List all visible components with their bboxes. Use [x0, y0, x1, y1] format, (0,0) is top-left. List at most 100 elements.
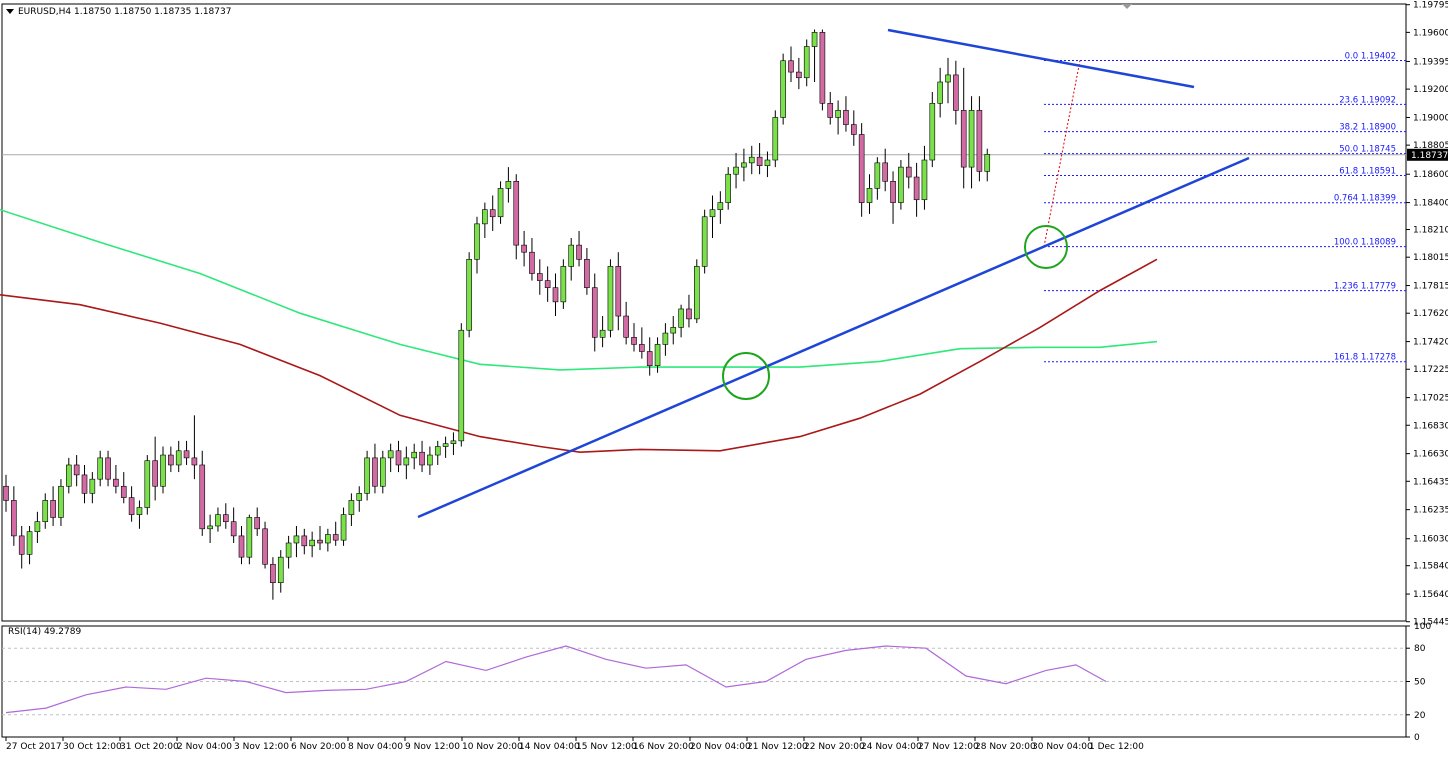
candle [160, 446, 166, 494]
candle [976, 96, 983, 182]
candle [340, 507, 347, 546]
candle [458, 323, 465, 447]
candle [544, 266, 551, 302]
candle [678, 304, 684, 338]
candle [670, 316, 677, 345]
y-tick-label: 1.16435 [1413, 477, 1448, 487]
y-tick-label: 1.17025 [1413, 394, 1448, 404]
candle [607, 259, 614, 338]
ma-red-line [0, 258, 1158, 454]
y-tick-label: 1.16235 [1413, 506, 1448, 516]
y-tick-label: 1.18015 [1413, 253, 1448, 263]
candle [364, 450, 370, 501]
y-tick-label: 1.16630 [1413, 450, 1448, 460]
candle [552, 273, 559, 317]
candle [136, 500, 143, 529]
x-tick-label: 20 Nov 04:00 [690, 742, 751, 752]
chart-menu-arrow-icon[interactable] [6, 9, 14, 14]
candle [246, 514, 253, 565]
candle [11, 486, 17, 546]
x-tick-label: 15 Nov 12:00 [576, 742, 637, 752]
x-tick-label: 30 Oct 12:00 [63, 742, 122, 752]
x-tick-label: 27 Nov 12:00 [918, 742, 979, 752]
current-price-badge [1407, 148, 1448, 161]
candle [168, 446, 174, 473]
fib-level-label: 23.6 1.19092 [1339, 95, 1396, 105]
candle [953, 60, 959, 125]
support-touch-circle [1024, 225, 1068, 269]
resistance-trendline [887, 28, 1195, 89]
candle [113, 464, 119, 494]
candle [921, 145, 928, 210]
candle [309, 531, 315, 558]
y-tick-label: 1.18600 [1413, 170, 1448, 180]
candle [419, 440, 425, 473]
candle [654, 337, 661, 373]
rsi-label: RSI(14) 49.2789 [8, 627, 81, 637]
candle [623, 301, 629, 345]
candle [450, 432, 457, 456]
candle [482, 202, 488, 239]
candle [42, 493, 49, 529]
candle [913, 162, 920, 217]
candle [105, 450, 111, 487]
candle [945, 57, 951, 104]
candle [882, 148, 889, 192]
candle [788, 46, 794, 83]
candle [270, 557, 276, 600]
candle [513, 174, 520, 260]
candle [615, 252, 622, 331]
candle [905, 152, 912, 189]
x-tick-label: 1 Dec 12:00 [1089, 742, 1144, 752]
candle [301, 528, 308, 555]
y-tick-label: 1.19795 [1413, 1, 1448, 11]
x-tick-label: 30 Nov 04:00 [1032, 742, 1093, 752]
rsi-tick-label: 100 [1414, 622, 1431, 632]
candle [709, 195, 716, 239]
shift-marker-icon[interactable] [1122, 4, 1132, 9]
candle [191, 415, 198, 480]
candle [803, 39, 810, 87]
candle [254, 507, 260, 536]
x-tick-label: 2 Nov 04:00 [177, 742, 232, 752]
candle [489, 195, 496, 231]
candle [646, 337, 653, 376]
candle [780, 53, 786, 125]
candle [866, 174, 873, 214]
symbol-label: EURUSD,H4 [18, 7, 71, 17]
candle [379, 450, 386, 494]
candle [411, 443, 418, 470]
rsi-tick-label: 20 [1414, 711, 1426, 721]
candle [332, 521, 339, 546]
fib-level-label: 161.8 1.17278 [1334, 353, 1396, 363]
fib-level-label: 0.0 1.19402 [1345, 51, 1396, 61]
fib-level-label: 100.0 1.18089 [1334, 238, 1396, 248]
candle [466, 252, 472, 338]
candle [960, 67, 967, 189]
candle [175, 440, 182, 473]
fib-level-label: 38.2 1.18900 [1339, 123, 1396, 133]
candle [144, 455, 151, 515]
rsi-tick-label: 0 [1414, 733, 1420, 743]
candle [937, 67, 943, 118]
x-tick-label: 27 Oct 2017 [6, 742, 62, 752]
x-tick-label: 14 Nov 04:00 [519, 742, 580, 752]
candle [317, 525, 323, 551]
candle [18, 525, 25, 569]
fib-level-label: 61.8 1.18591 [1339, 166, 1396, 176]
candle [850, 110, 857, 146]
candle [442, 436, 449, 458]
candle [796, 57, 802, 90]
candle [395, 440, 402, 473]
candle [348, 493, 355, 526]
y-tick-label: 1.19600 [1413, 28, 1448, 38]
candle [725, 167, 732, 210]
candle [639, 327, 645, 359]
candle [521, 230, 527, 267]
y-tick-label: 1.19200 [1413, 85, 1448, 95]
candle [741, 148, 747, 182]
candle [372, 443, 378, 494]
candle [717, 191, 724, 224]
candle [984, 148, 991, 182]
